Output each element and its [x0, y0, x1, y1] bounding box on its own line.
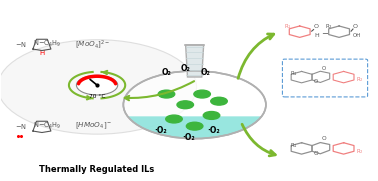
- Text: R$_2$: R$_2$: [325, 22, 333, 31]
- Text: H: H: [314, 33, 319, 38]
- Circle shape: [22, 51, 172, 123]
- Circle shape: [56, 67, 138, 106]
- Text: R$_1$: R$_1$: [290, 141, 297, 150]
- Text: $-$N: $-$N: [15, 122, 27, 131]
- Text: R$_2$: R$_2$: [356, 147, 364, 156]
- Text: O: O: [314, 24, 319, 29]
- Circle shape: [166, 115, 182, 123]
- Text: R$_2$: R$_2$: [356, 76, 364, 85]
- Circle shape: [63, 71, 132, 103]
- Text: $-$N: $-$N: [15, 40, 27, 49]
- Text: H: H: [39, 50, 45, 56]
- Text: OH: OH: [353, 33, 361, 38]
- Text: ·O₂: ·O₂: [183, 133, 195, 142]
- Circle shape: [28, 54, 166, 119]
- Circle shape: [59, 69, 135, 105]
- Circle shape: [158, 90, 175, 98]
- Text: O₂: O₂: [180, 64, 190, 73]
- Text: O: O: [313, 151, 318, 156]
- Circle shape: [84, 80, 111, 93]
- Circle shape: [123, 71, 266, 139]
- Circle shape: [186, 122, 203, 130]
- Circle shape: [203, 111, 220, 119]
- Text: 70 °C: 70 °C: [89, 94, 105, 99]
- Circle shape: [32, 56, 162, 118]
- Polygon shape: [186, 45, 204, 77]
- Circle shape: [194, 90, 211, 98]
- Circle shape: [211, 97, 227, 105]
- Circle shape: [25, 53, 169, 121]
- Circle shape: [53, 66, 142, 108]
- Circle shape: [0, 40, 197, 134]
- Circle shape: [73, 75, 121, 98]
- Circle shape: [76, 75, 118, 95]
- Text: O₂: O₂: [161, 68, 172, 77]
- Text: ·O₂: ·O₂: [155, 126, 167, 135]
- Circle shape: [39, 59, 155, 115]
- Text: O: O: [322, 66, 326, 71]
- Circle shape: [49, 64, 145, 110]
- Text: ·O₂: ·O₂: [207, 126, 220, 135]
- Circle shape: [94, 85, 101, 89]
- Circle shape: [66, 72, 128, 102]
- Circle shape: [36, 58, 159, 116]
- Circle shape: [87, 82, 107, 92]
- Text: $[$HMoO$_4$$]^{-}$: $[$HMoO$_4$$]^{-}$: [74, 121, 111, 131]
- Text: O: O: [353, 24, 358, 29]
- Text: $[$MoO$_4$$]^{2-}$: $[$MoO$_4$$]^{2-}$: [74, 38, 110, 50]
- Circle shape: [177, 101, 194, 109]
- Text: R$_1$: R$_1$: [290, 69, 297, 78]
- Circle shape: [42, 61, 152, 113]
- Circle shape: [18, 49, 176, 124]
- Circle shape: [46, 62, 149, 111]
- Text: O₂: O₂: [201, 68, 211, 77]
- Circle shape: [90, 84, 104, 90]
- Circle shape: [80, 79, 114, 95]
- Text: O: O: [322, 136, 326, 141]
- Text: Thermally Regulated ILs: Thermally Regulated ILs: [39, 165, 155, 174]
- Circle shape: [76, 77, 118, 97]
- Text: N$-$C$_4$H$_9$: N$-$C$_4$H$_9$: [27, 121, 61, 131]
- Text: R$_1$: R$_1$: [284, 22, 293, 31]
- Text: $-$: $-$: [321, 27, 329, 36]
- Polygon shape: [128, 116, 262, 139]
- Text: O: O: [314, 79, 318, 84]
- Text: N$-$C$_4$H$_9$: N$-$C$_4$H$_9$: [27, 39, 61, 49]
- Circle shape: [70, 74, 124, 100]
